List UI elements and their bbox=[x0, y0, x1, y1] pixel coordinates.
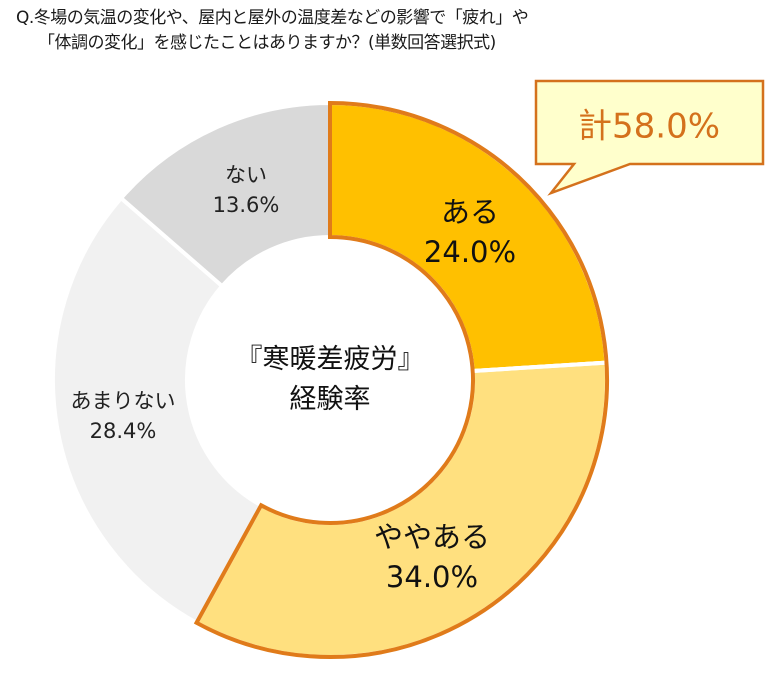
callout-total: 計58.0% bbox=[577, 106, 721, 147]
segment-label-yaya-aru: ややある 34.0% bbox=[374, 517, 490, 597]
segment-label-amari-nai: あまりない 28.4% bbox=[71, 386, 176, 446]
segment-pct: 28.4% bbox=[89, 419, 157, 443]
segment-name: ややある bbox=[373, 520, 491, 554]
segment-name: ない bbox=[225, 163, 267, 187]
highlight-outline bbox=[193, 100, 609, 659]
segment-separator bbox=[474, 360, 605, 373]
question-line-2: 「体調の変化」を感じたことはありますか？(単数回答選択式) bbox=[38, 33, 496, 53]
center-title-line-2: 経験率 bbox=[289, 384, 371, 415]
question-text: Q.冬場の気温の変化や、屋内と屋外の温度差などの影響で「疲れ」や 「体調の変化」… bbox=[16, 6, 776, 56]
question-line-1: Q.冬場の気温の変化や、屋内と屋外の温度差などの影響で「疲れ」や bbox=[16, 8, 529, 28]
segment-label-aru: ある 24.0% bbox=[424, 192, 516, 272]
segment-name: ある bbox=[440, 195, 500, 229]
segment-amari-nai bbox=[51, 195, 264, 626]
callout-shape bbox=[534, 79, 765, 196]
segment-pct: 34.0% bbox=[385, 560, 479, 594]
segment-pct: 24.0% bbox=[423, 235, 517, 269]
center-title-line-1: 『寒暖差疲労』 bbox=[235, 344, 425, 375]
center-title: 『寒暖差疲労』 経験率 bbox=[236, 340, 425, 420]
segment-nai bbox=[118, 100, 332, 289]
callout-bubble bbox=[534, 79, 765, 196]
segment-label-nai: ない 13.6% bbox=[213, 160, 280, 220]
segment-name: あまりない bbox=[70, 389, 176, 413]
segment-pct: 13.6% bbox=[212, 193, 280, 217]
